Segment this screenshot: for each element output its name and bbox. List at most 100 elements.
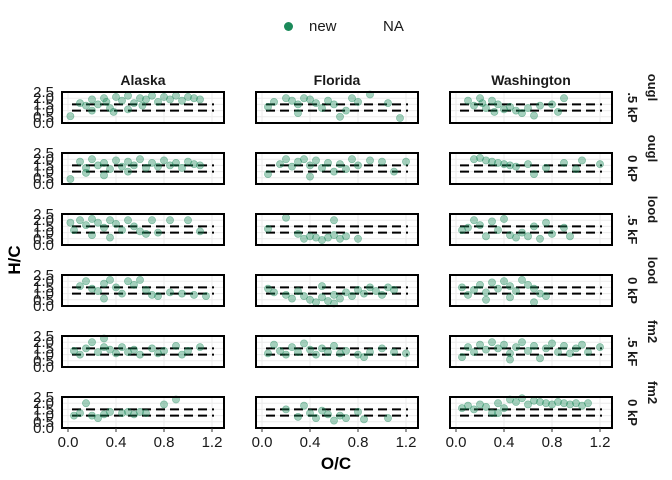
y-tick-label: 0.5	[33, 353, 54, 370]
data-point	[482, 403, 490, 411]
data-point	[476, 221, 484, 230]
data-point	[482, 232, 490, 241]
data-point	[542, 292, 550, 300]
data-point	[148, 290, 156, 299]
data-point	[178, 96, 186, 105]
panel-border	[61, 152, 225, 185]
data-point	[270, 98, 278, 106]
data-point	[536, 398, 544, 406]
data-point	[312, 156, 320, 165]
data-point	[70, 346, 78, 355]
data-point	[572, 344, 580, 353]
data-point	[560, 223, 568, 232]
data-point	[548, 400, 556, 409]
data-point	[542, 399, 550, 408]
row-strip-label: 0 kP	[625, 155, 640, 182]
data-point	[288, 343, 296, 352]
data-point	[294, 412, 302, 421]
y-axis-title: H/C	[5, 245, 24, 274]
data-point	[109, 107, 118, 116]
data-point	[530, 284, 538, 293]
data-point	[288, 96, 296, 105]
data-point	[148, 91, 156, 100]
data-point	[154, 162, 162, 171]
data-point	[524, 346, 532, 355]
data-point	[458, 226, 466, 235]
panel-border	[61, 91, 225, 124]
data-point	[82, 101, 90, 110]
data-point	[76, 350, 84, 359]
row-strip-label: 0 kP	[625, 277, 640, 304]
data-point	[112, 156, 120, 165]
x-tick-label: 0.0	[446, 434, 467, 451]
row-strip-label-secondary: ougl	[645, 135, 660, 162]
data-point	[264, 349, 272, 358]
data-point	[154, 349, 162, 358]
data-point	[348, 155, 356, 164]
data-point	[270, 288, 278, 297]
y-tick-label: 1.0	[33, 225, 54, 242]
data-point	[506, 282, 514, 291]
legend-item-new: new	[284, 18, 337, 35]
data-point	[288, 162, 296, 171]
data-point	[530, 111, 538, 120]
data-point	[476, 400, 484, 409]
panel-border	[255, 213, 419, 246]
data-point	[330, 290, 338, 299]
data-point	[136, 407, 144, 416]
data-point	[294, 287, 302, 296]
data-point	[124, 216, 132, 225]
data-point	[306, 161, 314, 170]
data-point	[142, 163, 150, 172]
data-point	[524, 281, 532, 289]
data-point	[458, 353, 466, 361]
panel-border	[255, 335, 419, 368]
data-point	[464, 290, 472, 299]
y-tick-label: 1.5	[33, 157, 54, 174]
row-strip-label-secondary: fm2	[645, 320, 660, 343]
data-point	[118, 409, 126, 418]
y-tick-label: 2.5	[33, 389, 54, 406]
data-point	[112, 283, 120, 292]
data-point	[66, 175, 75, 183]
data-point	[88, 95, 96, 104]
data-point	[82, 277, 90, 286]
data-point	[118, 162, 126, 171]
data-point	[336, 349, 344, 358]
data-point	[566, 400, 574, 409]
data-point	[506, 102, 514, 111]
data-point	[142, 95, 150, 104]
panel-border	[61, 335, 225, 368]
data-point	[488, 409, 496, 418]
data-point	[166, 95, 174, 104]
data-point	[488, 96, 496, 105]
data-point	[94, 348, 102, 357]
data-point	[300, 339, 308, 348]
panel-background	[62, 336, 224, 367]
data-point	[118, 226, 126, 235]
data-point	[318, 163, 326, 172]
panel-background	[450, 214, 612, 245]
data-point	[542, 163, 550, 172]
data-point	[160, 400, 168, 409]
y-tick-label: 2.0	[33, 90, 54, 107]
data-point	[336, 294, 344, 303]
data-point	[100, 171, 108, 180]
panel-border	[255, 274, 419, 307]
panel-border	[449, 213, 613, 246]
data-point	[124, 167, 132, 176]
data-point	[136, 276, 144, 284]
data-point	[300, 94, 308, 103]
data-point	[494, 100, 502, 109]
data-point	[360, 353, 368, 361]
panel	[255, 396, 419, 429]
data-point	[136, 227, 144, 236]
data-point	[190, 290, 198, 299]
data-point	[500, 105, 508, 114]
data-point	[138, 101, 147, 110]
data-point	[100, 223, 108, 232]
data-point	[190, 94, 198, 103]
panel-border	[449, 335, 613, 368]
data-point	[490, 107, 499, 116]
data-point	[512, 287, 520, 296]
